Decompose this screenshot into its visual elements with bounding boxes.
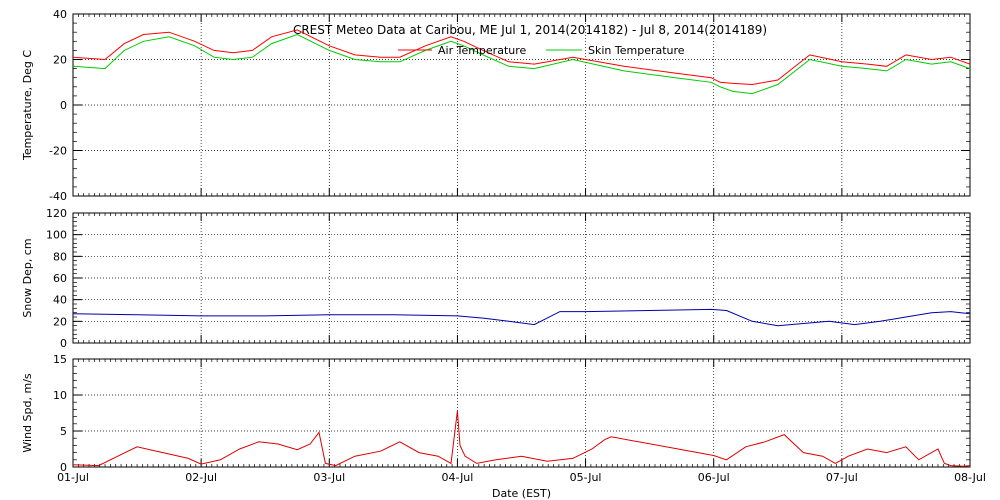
y-tick-label: 15 <box>53 353 67 366</box>
x-tick-label: 08-Jul <box>954 471 986 484</box>
series-line-0-0 <box>72 29 971 86</box>
legend-label: Air Temperature <box>438 44 527 57</box>
x-tick-label: 03-Jul <box>313 471 345 484</box>
y-axis-title: Temperature, Deg C <box>21 50 34 161</box>
x-axis-title: Date (EST) <box>492 487 551 500</box>
y-tick-label: 100 <box>46 229 67 242</box>
x-tick-label: 01-Jul <box>57 471 89 484</box>
x-tick-label: 02-Jul <box>185 471 217 484</box>
y-tick-label: 5 <box>60 425 67 438</box>
y-tick-label: 20 <box>53 54 67 67</box>
y-tick-label: -20 <box>49 145 67 158</box>
y-tick-label: 20 <box>53 315 67 328</box>
y-tick-label: 40 <box>53 8 67 21</box>
x-tick-label: 05-Jul <box>570 471 602 484</box>
x-tick-label: 04-Jul <box>441 471 473 484</box>
chart-title: CREST Meteo Data at Caribou, ME Jul 1, 2… <box>293 23 767 37</box>
x-tick-label: 06-Jul <box>698 471 730 484</box>
y-tick-label: 10 <box>53 389 67 402</box>
x-tick-label: 07-Jul <box>826 471 858 484</box>
y-tick-label: 40 <box>53 294 67 307</box>
series-line-0-1 <box>72 33 971 95</box>
y-tick-label: 120 <box>46 207 67 220</box>
series-line-2-0 <box>72 410 971 467</box>
series-line-1-0 <box>72 308 971 327</box>
legend-label: Skin Temperature <box>588 44 685 57</box>
y-axis-title: Wind Spd, m/s <box>21 373 34 453</box>
y-tick-label: 60 <box>53 272 67 285</box>
panel-frame <box>72 358 971 468</box>
y-axis-title: Snow Dep, cm <box>21 238 34 317</box>
y-tick-label: 0 <box>60 99 67 112</box>
y-tick-label: 0 <box>60 461 67 474</box>
y-tick-label: -40 <box>49 190 67 203</box>
y-tick-label: 0 <box>60 337 67 350</box>
y-tick-label: 80 <box>53 250 67 263</box>
